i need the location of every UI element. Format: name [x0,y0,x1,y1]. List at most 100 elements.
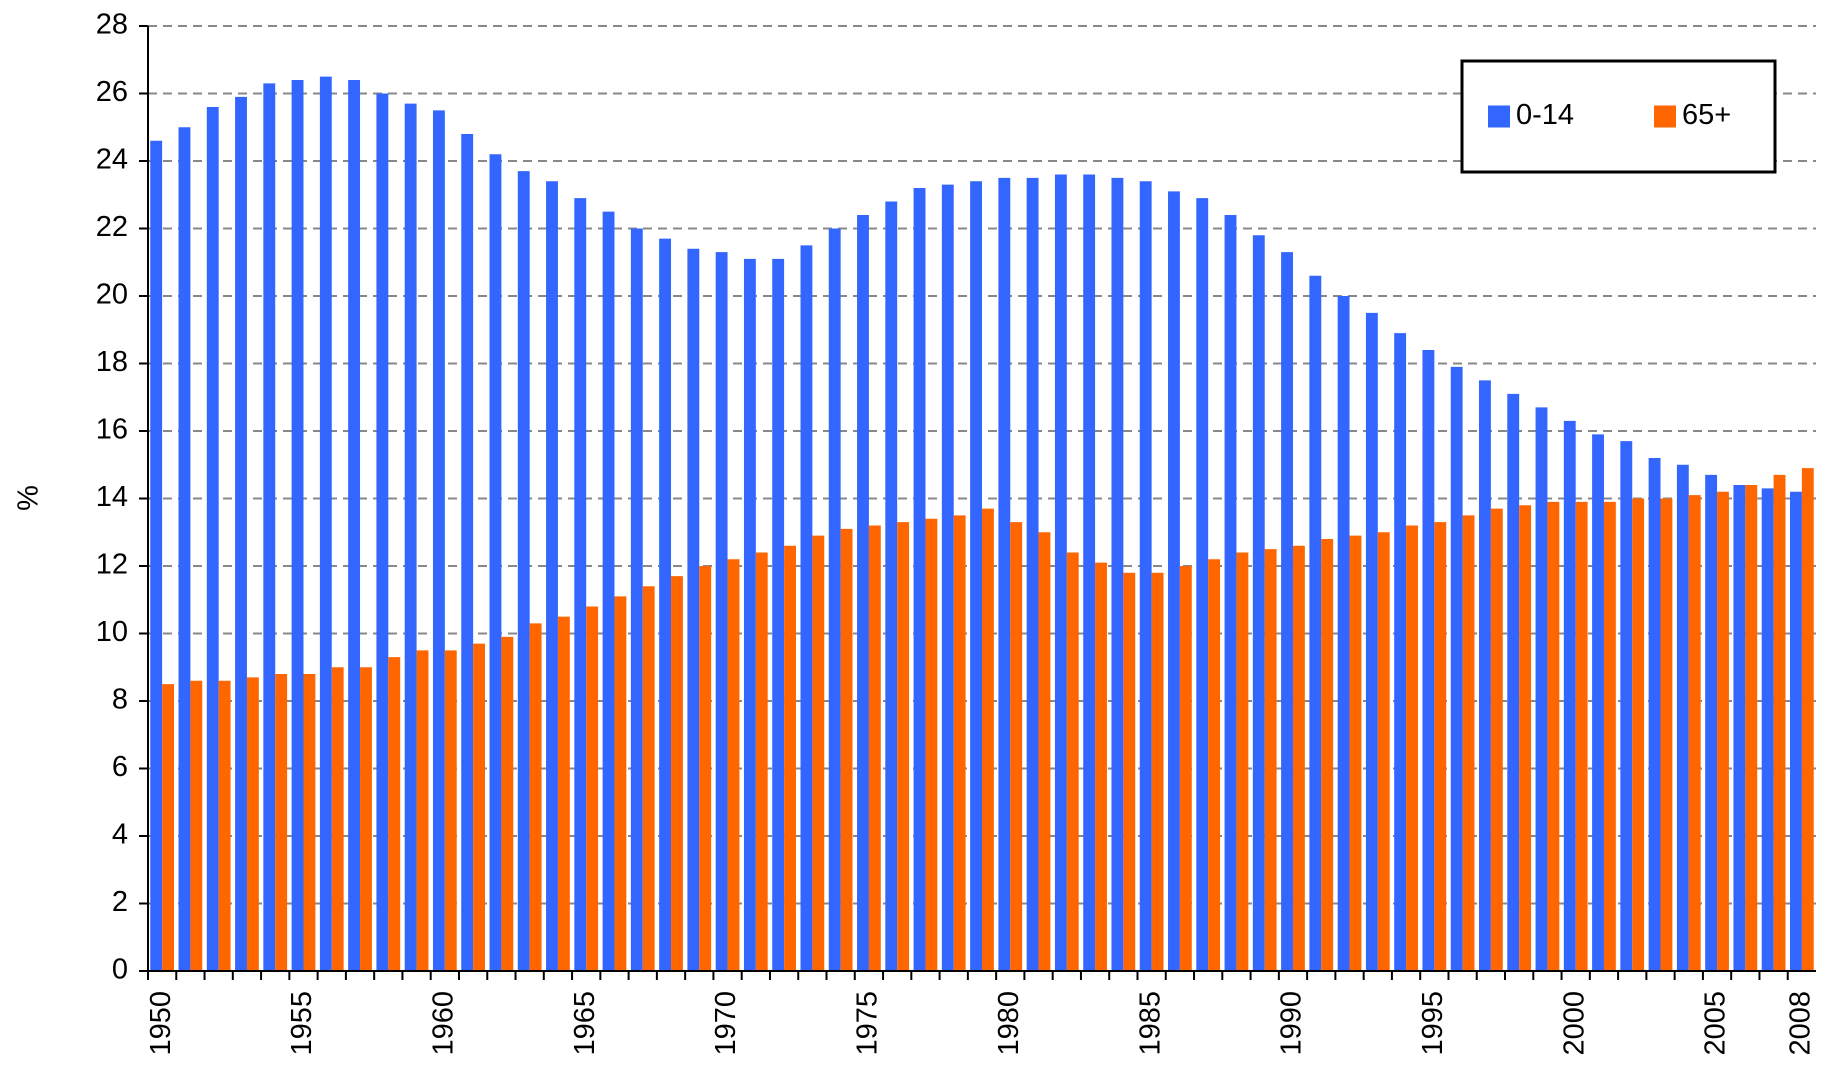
x-tick-label: 2008 [1785,991,1817,1056]
bar [1365,312,1378,971]
bar [800,245,813,971]
x-tick-label: 1995 [1417,991,1449,1056]
bar [699,566,712,971]
bar [275,674,288,971]
bar [1575,501,1588,971]
bar [1083,174,1096,971]
bar [659,238,672,971]
bar [517,171,530,971]
bar [1321,539,1334,971]
bar [1095,562,1107,971]
bar [404,103,417,971]
bar [1196,198,1209,971]
bar [162,684,175,971]
bar [1592,434,1604,971]
bar [291,80,304,971]
bar [1801,468,1814,971]
bar [1337,296,1350,971]
bar [953,515,966,971]
bar [925,518,938,971]
bar [1281,252,1293,971]
bar [178,127,191,971]
bar [444,650,457,971]
bar [1705,474,1718,971]
bar [303,674,316,971]
y-tick-label: 4 [112,819,128,851]
bar [1038,532,1051,971]
bar [574,198,587,971]
bar [586,606,599,971]
bar [857,215,869,971]
bar [1377,532,1390,971]
legend-label: 0-14 [1516,99,1574,131]
bar [1349,535,1362,971]
bar [1490,508,1503,971]
bar [206,107,219,971]
legend-label: 65+ [1682,99,1731,131]
bar [1252,235,1265,971]
bar [1224,215,1237,971]
bar [1620,441,1633,971]
bar [1111,177,1124,971]
bar [913,188,926,971]
bar [218,680,231,971]
y-tick-label: 20 [96,279,128,311]
bar [1264,549,1277,971]
y-tick-label: 18 [96,346,128,378]
bar [263,83,276,971]
y-tick-label: 12 [96,549,128,581]
bar [885,201,898,971]
bar [970,181,982,971]
bar [755,552,768,971]
bar [348,80,361,971]
bar [671,576,683,971]
y-tick-label: 10 [96,616,128,648]
bar [941,184,954,971]
bar [1660,498,1673,971]
x-tick-label: 1980 [993,991,1025,1056]
bar [1789,491,1802,971]
bar [1139,181,1152,971]
bar [1547,501,1560,971]
bar [812,535,825,971]
x-tick-label: 1990 [1276,991,1308,1056]
bar [1010,522,1023,971]
bar [727,559,740,971]
bar [1394,333,1407,971]
bar [331,667,344,971]
y-tick-label: 14 [96,481,128,513]
bar [529,623,542,971]
x-tick-label: 1965 [569,991,601,1056]
legend-box [1460,59,1777,174]
x-tick-label: 1960 [428,991,460,1056]
bar [687,248,700,971]
bar [1717,491,1729,971]
bar [1309,275,1322,971]
bar [319,76,332,971]
bar [461,134,474,971]
bar [1406,525,1418,971]
bar [235,96,247,971]
x-tick-label: 2005 [1700,991,1732,1056]
bar [642,586,655,971]
bar [1123,572,1136,971]
bar [868,525,881,971]
bar [998,177,1011,971]
bar [1026,177,1039,971]
x-tick-label: 1975 [852,991,884,1056]
bar [1632,498,1645,971]
bar [388,657,401,971]
x-tick-label: 1985 [1134,991,1166,1056]
bar [501,636,514,971]
bar [1507,393,1520,971]
bar [1066,552,1079,971]
bar [1054,174,1067,971]
bar [784,545,796,971]
y-tick-label: 6 [112,751,128,783]
bar [1535,407,1548,971]
bar [1168,191,1180,971]
bar [190,680,203,971]
bar [1745,485,1758,971]
bar [840,528,853,971]
y-tick-label: 8 [112,684,128,716]
